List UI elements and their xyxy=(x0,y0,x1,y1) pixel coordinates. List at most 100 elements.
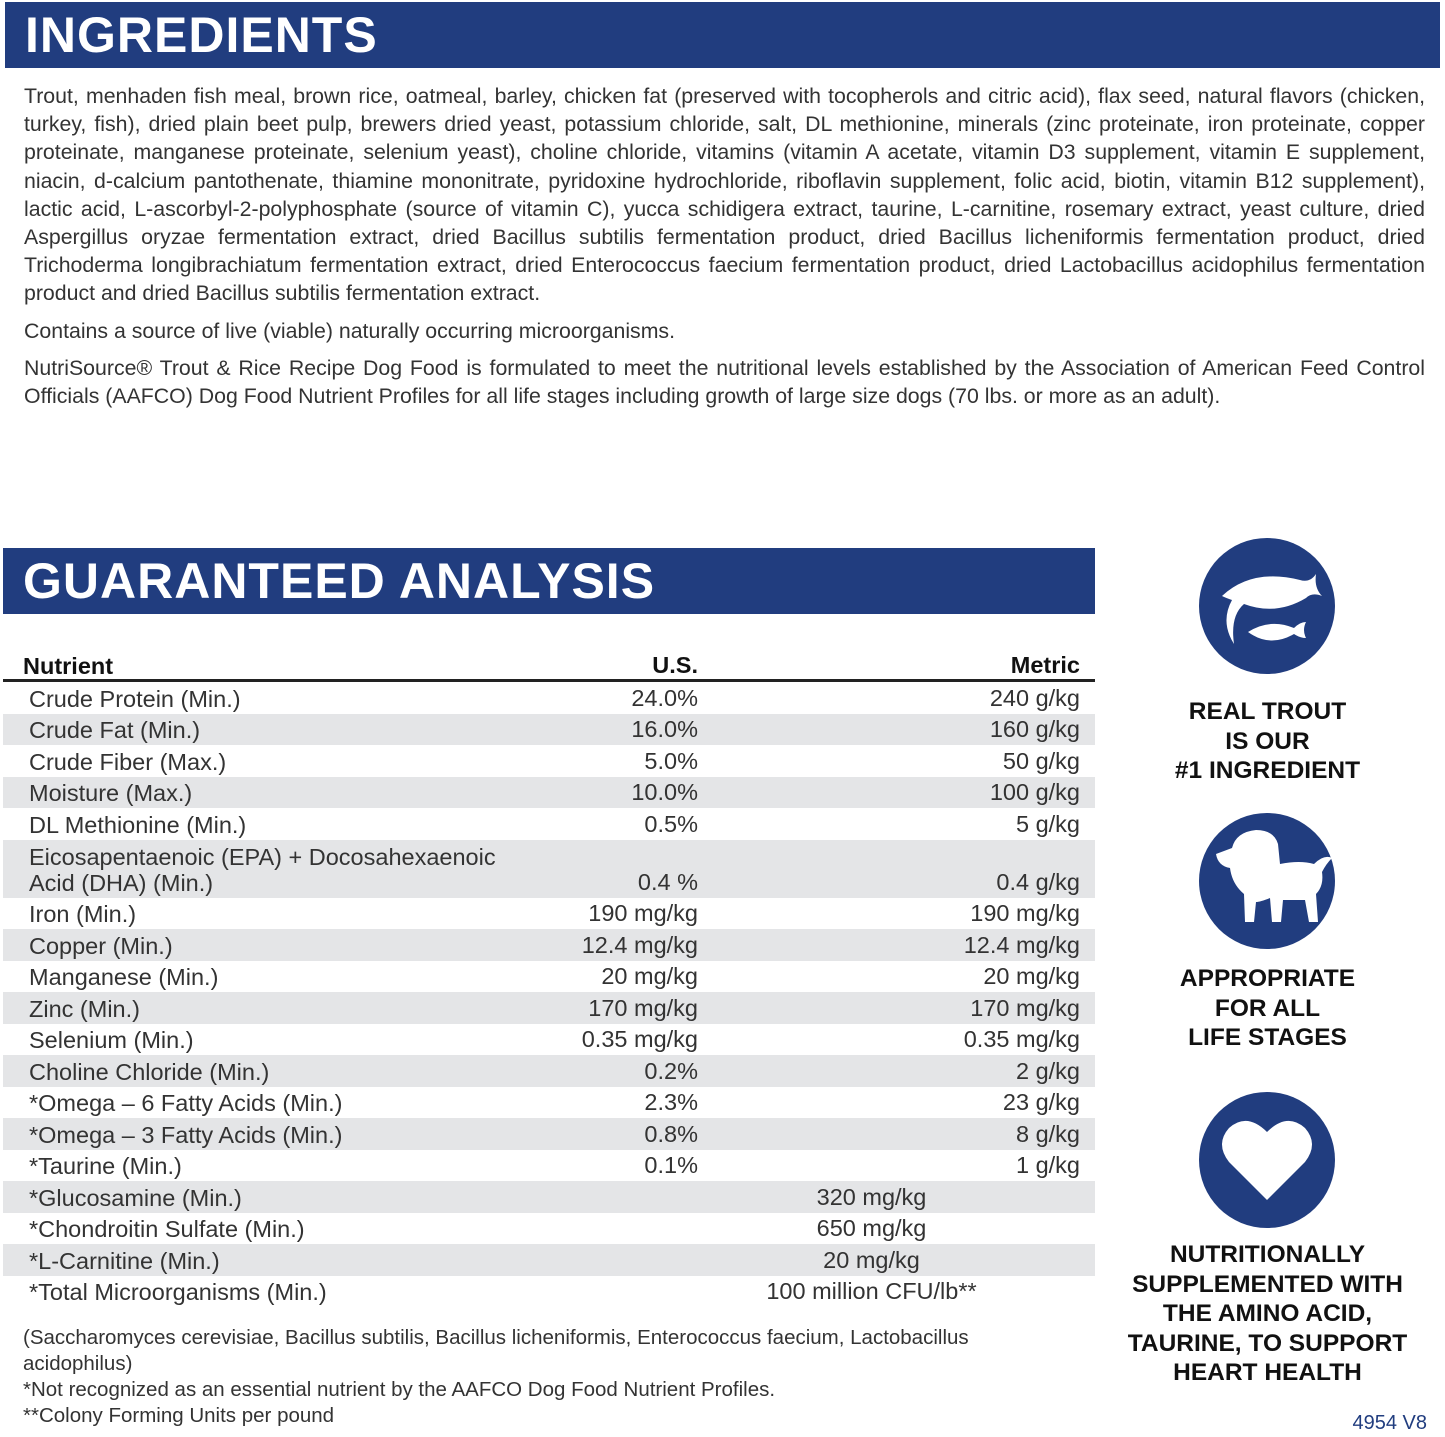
table-row: Iron (Min.) 190 mg/kg 190 mg/kg xyxy=(3,898,1095,930)
table-row: *Omega – 3 Fatty Acids (Min.) 0.8% 8 g/kg xyxy=(3,1118,1095,1150)
badge-line: LIFE STAGES xyxy=(1188,1024,1347,1051)
table-row: Crude Fiber (Max.) 5.0% 50 g/kg xyxy=(3,745,1095,777)
metric-cell: 50 g/kg xyxy=(1002,747,1080,774)
footnotes: (Saccharomyces cerevisiae, Bacillus subt… xyxy=(23,1325,1083,1429)
table-header: Nutrient U.S. Metric xyxy=(3,648,1095,682)
nutrient-cell: *Chondroitin Sulfate (Min.) xyxy=(29,1216,305,1242)
product-code: 4954 V8 xyxy=(1352,1412,1427,1434)
nutrient-cell: *Taurine (Min.) xyxy=(29,1153,182,1179)
nutrient-cell: Moisture (Max.) xyxy=(29,780,193,806)
us-cell: 10.0% xyxy=(631,779,698,805)
table-row: *Total Microorganisms (Min.) 100 million … xyxy=(3,1276,1095,1308)
analysis-title: GUARANTEED ANALYSIS xyxy=(3,548,1095,614)
nutrient-cell: Selenium (Min.) xyxy=(29,1027,194,1053)
us-cell: 0.8% xyxy=(644,1120,698,1147)
footnote: **Colony Forming Units per pound xyxy=(23,1404,335,1427)
us-cell: 12.4 mg/kg xyxy=(581,931,698,958)
table-body: Crude Protein (Min.) 24.0% 240 g/kg Crude F… xyxy=(3,682,1095,1307)
us-cell: 190 mg/kg xyxy=(588,900,698,926)
metric-cell: 170 mg/kg xyxy=(970,994,1080,1021)
nutrient-cell: *Glucosamine (Min.) xyxy=(29,1184,242,1211)
badge-line: #1 INGREDIENT xyxy=(1174,757,1361,784)
paragraph: NutriSource® Trout & Rice Recipe Dog Foo… xyxy=(24,355,1425,409)
puppy-icon xyxy=(1199,813,1335,949)
us-cell: 0.4 % xyxy=(637,868,698,895)
badge-line: FOR ALL xyxy=(1214,994,1321,1022)
table-row: DL Methionine (Min.) 0.5% 5 g/kg xyxy=(3,808,1095,840)
nutrient-cell: Crude Fat (Min.) xyxy=(29,717,201,743)
header-cell: U.S. xyxy=(652,652,698,678)
footnote: *Not recognized as an essential nutrient… xyxy=(23,1378,776,1401)
nutrient-cell: Zinc (Min.) xyxy=(29,995,140,1022)
metric-cell: 0.35 mg/kg xyxy=(963,1026,1080,1052)
ingredients-text: Trout, menhaden fish meal, brown rice, o… xyxy=(24,82,1425,419)
us-cell: 0.35 mg/kg xyxy=(581,1026,698,1052)
nutrient-cell: Manganese (Min.) xyxy=(29,964,219,990)
badge-line: THE AMINO ACID, xyxy=(1162,1300,1373,1327)
metric-cell: 160 g/kg xyxy=(989,716,1080,742)
metric-cell: 12.4 mg/kg xyxy=(963,931,1080,958)
us-cell: 170 mg/kg xyxy=(588,994,698,1021)
metric-cell: 5 g/kg xyxy=(1015,810,1080,837)
value-cell: 650 mg/kg xyxy=(816,1215,927,1241)
table-row: *Glucosamine (Min.) 320 mg/kg xyxy=(3,1181,1095,1213)
value-cell: 20 mg/kg xyxy=(823,1246,920,1273)
nutrient-cell: Crude Protein (Min.) xyxy=(29,685,241,712)
metric-cell: 20 mg/kg xyxy=(983,963,1080,989)
header-cell: Nutrient xyxy=(23,653,114,679)
heart-icon xyxy=(1199,1092,1335,1228)
badge-line: NUTRITIONALLY xyxy=(1169,1241,1366,1268)
badge-text: APPROPRIATE FOR ALL LIFE STAGES xyxy=(1105,964,1430,1053)
table-row: *Omega – 6 Fatty Acids (Min.) 2.3% 23 g/kg xyxy=(3,1087,1095,1119)
metric-cell: 0.4 g/kg xyxy=(996,868,1080,895)
table-row: *Chondroitin Sulfate (Min.) 650 mg/kg xyxy=(3,1213,1095,1245)
us-cell: 5.0% xyxy=(644,747,698,774)
badge-line: SUPPLEMENTED WITH xyxy=(1132,1270,1403,1298)
badge-text: REAL TROUT IS OUR #1 INGREDIENT xyxy=(1105,697,1430,786)
paragraph: Contains a source of live (viable) natur… xyxy=(24,318,676,343)
header-cell: Metric xyxy=(1010,652,1080,678)
table-row: Copper (Min.) 12.4 mg/kg 12.4 mg/kg xyxy=(3,929,1095,961)
value-cell: 320 mg/kg xyxy=(816,1183,927,1210)
table-row: *L-Carnitine (Min.) 20 mg/kg xyxy=(3,1244,1095,1276)
paragraph: Trout, menhaden fish meal, brown rice, o… xyxy=(24,84,1425,306)
table-row: Zinc (Min.) 170 mg/kg 170 mg/kg xyxy=(3,992,1095,1024)
us-cell: 0.5% xyxy=(644,810,698,837)
table-row: Eicosapentaenoic (EPA) + Docosahexaenoic… xyxy=(3,839,1095,898)
badge-line: IS OUR xyxy=(1225,727,1310,755)
badge-line: APPROPRIATE xyxy=(1179,965,1356,992)
table-row: *Taurine (Min.) 0.1% 1 g/kg xyxy=(3,1150,1095,1182)
nutrient-cell: Iron (Min.) xyxy=(29,901,137,927)
analysis-table: Nutrient U.S. Metric Crude Protein (Min.… xyxy=(3,648,1095,1307)
nutrient-cell: Eicosapentaenoic (EPA) + Docosahexaenoic… xyxy=(29,843,496,896)
us-cell: 0.2% xyxy=(644,1057,698,1084)
fish-icon xyxy=(1199,538,1335,674)
table-row: Selenium (Min.) 0.35 mg/kg 0.35 mg/kg xyxy=(3,1024,1095,1056)
table-row: Crude Protein (Min.) 24.0% 240 g/kg xyxy=(3,682,1095,714)
metric-cell: 240 g/kg xyxy=(989,684,1080,711)
us-cell: 24.0% xyxy=(631,684,698,711)
metric-cell: 190 mg/kg xyxy=(970,900,1080,926)
nutrient-cell: Copper (Min.) xyxy=(29,932,173,959)
us-cell: 0.1% xyxy=(644,1152,698,1178)
us-cell: 20 mg/kg xyxy=(601,963,698,989)
ingredients-title: INGREDIENTS xyxy=(5,2,1440,68)
nutrient-cell: DL Methionine (Min.) xyxy=(29,811,247,838)
us-cell: 2.3% xyxy=(644,1089,698,1115)
nutrient-cell: Choline Chloride (Min.) xyxy=(29,1058,270,1085)
table-row: Choline Chloride (Min.) 0.2% 2 g/kg xyxy=(3,1055,1095,1087)
badge-line: TAURINE, TO SUPPORT xyxy=(1127,1329,1408,1357)
nutrient-cell: *Total Microorganisms (Min.) xyxy=(29,1279,327,1305)
us-cell: 16.0% xyxy=(631,716,698,742)
nutrient-cell: *Omega – 6 Fatty Acids (Min.) xyxy=(29,1090,343,1116)
nutrient-cell: Crude Fiber (Max.) xyxy=(29,748,227,775)
badge-text: NUTRITIONALLY SUPPLEMENTED WITH THE AMINO … xyxy=(1105,1240,1430,1388)
metric-cell: 1 g/kg xyxy=(1015,1152,1080,1178)
table-row: Manganese (Min.) 20 mg/kg 20 mg/kg xyxy=(3,961,1095,993)
value-cell: 100 million CFU/lb** xyxy=(766,1278,977,1304)
table-row: Crude Fat (Min.) 16.0% 160 g/kg xyxy=(3,713,1095,745)
table-row: Moisture (Max.) 10.0% 100 g/kg xyxy=(3,776,1095,808)
badge-line: HEART HEALTH xyxy=(1173,1359,1362,1386)
footnote: (Saccharomyces cerevisiae, Bacillus subt… xyxy=(23,1326,969,1375)
